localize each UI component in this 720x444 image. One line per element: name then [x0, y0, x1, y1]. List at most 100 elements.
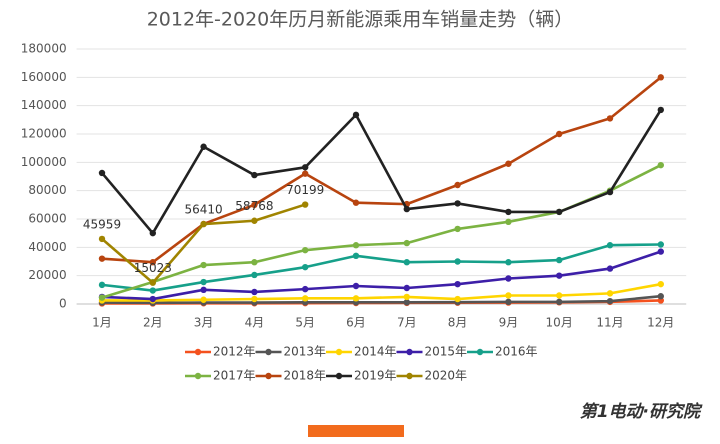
point	[251, 271, 258, 279]
point	[657, 248, 664, 255]
data-label: 58768	[235, 199, 273, 213]
legend-label: 2014年	[354, 345, 397, 359]
data-label: 45959	[83, 217, 121, 231]
point	[454, 225, 461, 233]
point	[352, 282, 360, 290]
legend-marker	[194, 372, 202, 380]
x-tick-label: 1月	[92, 316, 112, 330]
legend-label: 2018年	[284, 369, 327, 383]
legend-label: 2012年	[213, 345, 256, 359]
point	[98, 255, 106, 262]
point	[606, 242, 614, 249]
x-tick-label: 3月	[194, 316, 214, 330]
point	[505, 218, 512, 226]
point	[149, 295, 156, 303]
legend-marker	[476, 348, 484, 356]
point	[251, 171, 258, 179]
point	[606, 297, 614, 305]
point	[352, 242, 360, 249]
x-tick-label: 4月	[245, 316, 265, 330]
point	[200, 286, 207, 294]
point	[657, 293, 664, 300]
y-tick-label: 40000	[28, 240, 66, 254]
data-label: 56410	[185, 203, 223, 217]
point	[556, 292, 563, 299]
point	[454, 200, 461, 207]
y-tick-label: 180000	[21, 42, 67, 56]
x-tick-label: 10月	[546, 316, 573, 330]
point	[302, 201, 309, 208]
legend-marker	[194, 348, 202, 356]
point	[98, 235, 106, 243]
legend-marker	[406, 372, 413, 380]
y-tick-label: 60000	[28, 212, 66, 226]
y-tick-label: 20000	[28, 268, 66, 282]
legend-label: 2016年	[495, 345, 538, 359]
point	[149, 259, 156, 266]
point	[454, 181, 461, 189]
legend-marker	[265, 348, 272, 356]
legend-marker	[406, 348, 413, 356]
point	[657, 280, 664, 288]
y-tick-label: 140000	[21, 98, 67, 112]
point	[556, 256, 563, 264]
point	[200, 261, 207, 269]
data-label: 15023	[134, 261, 172, 275]
point	[556, 130, 563, 138]
point	[505, 160, 512, 167]
point	[657, 106, 664, 114]
point	[200, 296, 207, 303]
point	[454, 280, 461, 288]
x-tick-label: 7月	[397, 316, 417, 330]
point	[454, 295, 461, 303]
chart-title: 2012年-2020年历月新能源乘用车销量走势（辆）	[147, 9, 574, 31]
point	[200, 278, 207, 286]
point	[200, 220, 207, 228]
point	[251, 288, 258, 296]
legend-label: 2013年	[284, 345, 327, 359]
point	[149, 287, 156, 294]
point	[606, 265, 614, 272]
point	[352, 111, 360, 119]
point	[403, 284, 410, 292]
point	[251, 295, 258, 303]
x-tick-label: 6月	[346, 316, 366, 330]
point	[556, 208, 563, 216]
point	[200, 143, 207, 150]
point	[606, 115, 614, 122]
point	[352, 295, 360, 302]
point	[657, 241, 664, 248]
point	[403, 293, 410, 301]
x-tick-label: 2月	[143, 316, 163, 330]
y-tick-label: 80000	[28, 183, 66, 197]
x-tick-label: 12月	[647, 316, 674, 330]
point	[302, 285, 309, 293]
x-tick-label: 5月	[295, 316, 315, 330]
footer-bar	[308, 425, 404, 437]
legend-label: 2017年	[213, 369, 256, 383]
data-label: 70199	[286, 183, 324, 197]
legend-marker	[335, 348, 343, 356]
point	[505, 292, 512, 299]
y-tick-label: 100000	[21, 155, 67, 169]
legend-label: 2020年	[425, 369, 468, 383]
point	[505, 275, 512, 282]
point	[403, 299, 410, 306]
point	[98, 294, 106, 301]
legend-marker	[265, 372, 272, 380]
x-tick-label: 8月	[448, 316, 468, 330]
point	[657, 161, 664, 169]
point	[149, 229, 156, 237]
point	[606, 290, 614, 297]
point	[302, 263, 309, 271]
x-tick-label: 11月	[596, 316, 623, 330]
point	[251, 217, 258, 224]
point	[403, 205, 410, 213]
point	[302, 170, 309, 177]
series-line	[101, 250, 662, 301]
x-tick-label: 9月	[499, 316, 519, 330]
point	[352, 252, 360, 260]
series-line	[102, 282, 662, 302]
point	[505, 298, 512, 306]
